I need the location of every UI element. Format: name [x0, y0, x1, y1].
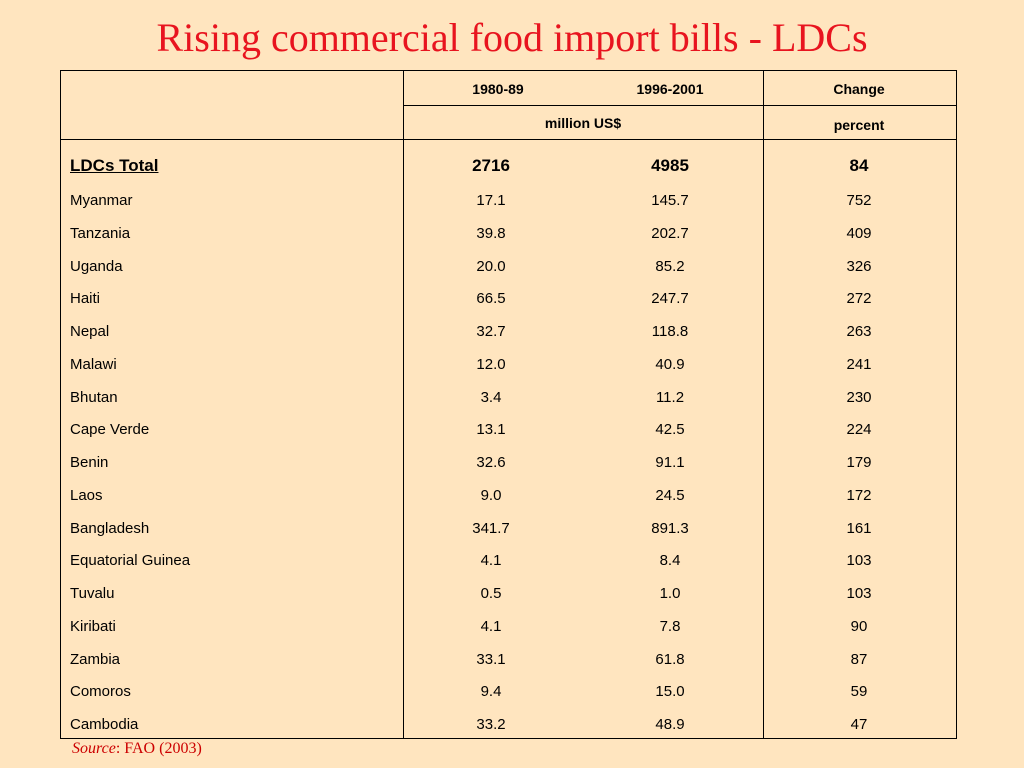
- value-1996-2001: 91.1: [655, 454, 685, 471]
- change-percent: 179: [846, 454, 872, 471]
- change-percent: 103: [846, 552, 872, 570]
- value-1996-2001: 48.9: [655, 716, 685, 733]
- value-1980-89: 17.1: [476, 192, 506, 209]
- change-percent: 230: [846, 388, 872, 406]
- country-name: Bangladesh: [70, 519, 150, 537]
- value-1996-2001: 7.8: [659, 617, 681, 635]
- country-name: Zambia: [70, 650, 121, 668]
- change-percent: 326: [846, 257, 872, 275]
- change-percent: 103: [846, 585, 872, 602]
- country-name: Bhutan: [70, 388, 118, 406]
- slide-title: Rising commercial food import bills - LD…: [156, 15, 868, 60]
- value-1996-2001: 1.0: [659, 585, 681, 602]
- header-1996-2001: 1996-2001: [636, 81, 704, 97]
- table-divider-horizontal: [403, 105, 956, 106]
- value-1996-2001: 145.7: [651, 192, 689, 209]
- value-1996-2001: 61.8: [655, 650, 685, 668]
- value-1996-2001: 8.4: [659, 552, 681, 570]
- change-percent: 90: [850, 617, 868, 635]
- value-1996-2001: 891.3: [651, 519, 689, 537]
- value-1996-2001: 118.8: [651, 323, 689, 340]
- value-1996-2001: 40.9: [655, 355, 685, 373]
- country-name: Uganda: [70, 257, 123, 275]
- value-1980-89: 66.5: [476, 290, 506, 308]
- change-percent: 47: [850, 716, 868, 733]
- value-1980-89: 32.6: [476, 454, 506, 471]
- data-table: 1980-89 1996-2001 Change million US$ per…: [60, 70, 957, 739]
- value-1980-89: 0.5: [480, 585, 502, 602]
- value-1996-2001: 15.0: [655, 683, 685, 701]
- country-name: Nepal: [70, 323, 110, 340]
- value-1980-89: 3.4: [480, 388, 502, 406]
- source-label: Source: [72, 740, 116, 757]
- country-name: Laos: [70, 486, 103, 504]
- country-name: Haiti: [70, 290, 101, 308]
- table-divider-vertical: [763, 71, 764, 738]
- country-name: Comoros: [70, 683, 131, 701]
- country-name: Equatorial Guinea: [70, 552, 191, 570]
- table-divider-vertical: [403, 71, 404, 738]
- source-note: Source: FAO (2003): [72, 738, 202, 760]
- value-1996-2001: 42.5: [655, 421, 685, 439]
- value-1996-2001: 24.5: [655, 486, 685, 504]
- country-name: Malawi: [70, 355, 117, 373]
- change-percent: 272: [846, 290, 872, 308]
- header-unit-values: million US$: [544, 115, 622, 131]
- value-1980-89: 33.2: [476, 716, 506, 733]
- change-percent: 409: [846, 224, 872, 242]
- header-1980-89: 1980-89: [472, 81, 524, 97]
- value-1980-89: 20.0: [476, 257, 506, 275]
- change-percent: 172: [846, 486, 872, 504]
- total-row-label: LDCs Total: [70, 156, 159, 175]
- country-name: Benin: [70, 454, 109, 471]
- total-row-1996: 4985: [651, 156, 689, 175]
- change-percent: 752: [846, 192, 872, 209]
- total-row-1980: 2716: [472, 156, 510, 175]
- change-percent: 161: [846, 519, 872, 537]
- country-name: Kiribati: [70, 617, 116, 635]
- country-name: Myanmar: [70, 192, 133, 209]
- value-1996-2001: 202.7: [651, 224, 689, 242]
- value-1980-89: 4.1: [480, 617, 502, 635]
- value-1980-89: 13.1: [476, 421, 506, 439]
- value-1980-89: 9.4: [480, 683, 502, 701]
- value-1996-2001: 247.7: [651, 290, 689, 308]
- value-1980-89: 33.1: [476, 650, 506, 668]
- source-text: : FAO (2003): [115, 740, 202, 757]
- country-name: Cambodia: [70, 716, 139, 733]
- change-percent: 87: [850, 650, 868, 668]
- change-percent: 59: [850, 683, 868, 701]
- table-divider-horizontal: [61, 139, 956, 140]
- header-unit-change: percent: [833, 117, 885, 133]
- value-1980-89: 341.7: [472, 519, 510, 537]
- value-1980-89: 39.8: [476, 224, 506, 242]
- value-1980-89: 4.1: [480, 552, 502, 570]
- value-1980-89: 32.7: [476, 323, 506, 340]
- value-1980-89: 12.0: [476, 355, 506, 373]
- change-percent: 224: [846, 421, 872, 439]
- change-percent: 263: [846, 323, 872, 340]
- value-1996-2001: 85.2: [655, 257, 685, 275]
- value-1996-2001: 11.2: [655, 388, 685, 406]
- change-percent: 241: [846, 355, 872, 373]
- header-change: Change: [833, 81, 885, 97]
- country-name: Tuvalu: [70, 585, 115, 602]
- country-name: Cape Verde: [70, 421, 150, 439]
- country-name: Tanzania: [70, 224, 131, 242]
- value-1980-89: 9.0: [480, 486, 502, 504]
- total-row-change: 84: [849, 156, 869, 175]
